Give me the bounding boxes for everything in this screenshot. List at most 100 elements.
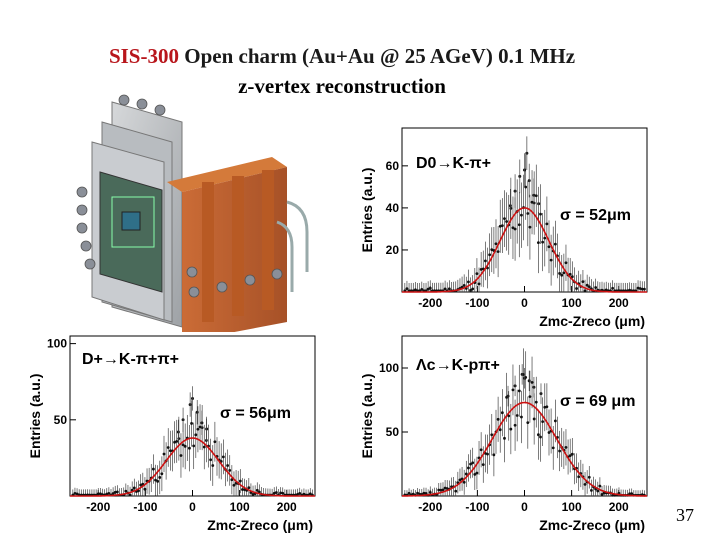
x-tick-label: -100 (133, 500, 157, 514)
data-point (462, 480, 466, 484)
y-tick-label: 100 (47, 337, 67, 351)
y-tick-label: 100 (379, 361, 399, 375)
data-point (509, 427, 513, 431)
data-point (124, 489, 128, 493)
x-tick-label: 0 (521, 296, 528, 310)
data-point (194, 433, 198, 437)
data-point (583, 289, 587, 293)
y-tick-label: 60 (386, 159, 400, 173)
data-point (139, 483, 143, 487)
data-point (221, 455, 225, 459)
x-axis-label: Zmc-Zreco (μm) (539, 517, 645, 533)
data-point (209, 458, 213, 462)
data-point (196, 427, 200, 431)
data-point (585, 283, 589, 287)
data-point (511, 388, 515, 392)
y-axis-label: Entries (a.u.) (359, 374, 375, 459)
data-point (443, 287, 447, 291)
data-point (422, 491, 426, 495)
data-points (71, 386, 314, 497)
data-point (198, 425, 202, 429)
data-point (158, 476, 162, 479)
data-point (587, 475, 591, 479)
data-point (530, 200, 534, 204)
data-point (636, 286, 640, 290)
data-point (188, 446, 191, 450)
data-point (479, 448, 483, 452)
data-point (424, 491, 428, 495)
data-point (175, 439, 179, 443)
title-open-charm: Open charm (Au+Au @ 25 AGeV) 0.1 MHz (184, 44, 576, 68)
slide-title-line1: SIS-300 Open charm (Au+Au @ 25 AGeV) 0.1… (0, 44, 702, 69)
y-tick-label: 50 (54, 413, 68, 427)
sigma-label: σ = 56μm (220, 405, 291, 422)
data-point (107, 491, 111, 495)
data-point (73, 491, 77, 495)
x-axis-label: Zmc-Zreco (μm) (207, 517, 313, 533)
data-point (241, 488, 244, 491)
data-point (443, 486, 447, 490)
data-point (251, 492, 255, 496)
y-tick-label: 40 (386, 201, 400, 215)
detector-station-plates (91, 101, 183, 328)
data-point (498, 428, 502, 432)
data-point (539, 212, 542, 216)
data-point (166, 446, 170, 449)
data-point (630, 492, 634, 496)
data-point (492, 453, 496, 457)
data-point (181, 443, 185, 447)
data-point (479, 267, 483, 271)
data-point (462, 284, 466, 287)
data-point (113, 490, 117, 494)
data-point (534, 400, 538, 404)
data-point (272, 491, 276, 495)
data-point (500, 411, 504, 415)
data-point (143, 487, 147, 491)
data-point (162, 452, 166, 456)
data-point (447, 287, 451, 291)
x-tick-label: -100 (465, 500, 489, 514)
data-point (520, 213, 523, 217)
data-point (414, 288, 417, 292)
data-point (528, 225, 532, 229)
data-point (473, 472, 477, 476)
y-axis-label: Entries (a.u.) (359, 168, 375, 253)
data-point (458, 478, 462, 482)
data-point (539, 435, 542, 439)
data-point (475, 272, 479, 275)
x-axis-label: Zmc-Zreco (μm) (539, 313, 645, 329)
data-point (115, 490, 119, 494)
data-point (258, 490, 261, 494)
data-point (558, 272, 562, 275)
data-point (594, 286, 598, 289)
data-point (96, 492, 100, 496)
data-point (583, 482, 587, 486)
data-point (503, 436, 506, 440)
data-point (604, 288, 608, 292)
data-point (190, 422, 193, 425)
sigma-label: σ = 69 μm (560, 393, 635, 410)
chart-d0-panel: -200 -100 0 100 200 20 40 60 Zmc-Zreco (μm) Entri… (359, 127, 648, 329)
data-point (211, 464, 215, 467)
data-point (515, 414, 519, 417)
data-point (416, 491, 419, 495)
data-point (505, 220, 508, 223)
data-point (575, 287, 578, 290)
data-point (517, 389, 521, 393)
data-point (570, 275, 574, 279)
data-point (255, 488, 259, 492)
data-point (460, 477, 464, 481)
data-point (177, 437, 181, 441)
data-point (581, 280, 585, 284)
data-point (640, 287, 644, 291)
data-point (503, 217, 506, 221)
data-point (513, 423, 517, 427)
data-point (517, 223, 521, 227)
x-tick-label: 200 (277, 500, 297, 514)
data-point (428, 491, 432, 494)
data-point (471, 461, 475, 465)
data-point (547, 245, 551, 249)
data-point (553, 242, 557, 246)
data-point (481, 463, 485, 466)
data-point (638, 287, 642, 290)
